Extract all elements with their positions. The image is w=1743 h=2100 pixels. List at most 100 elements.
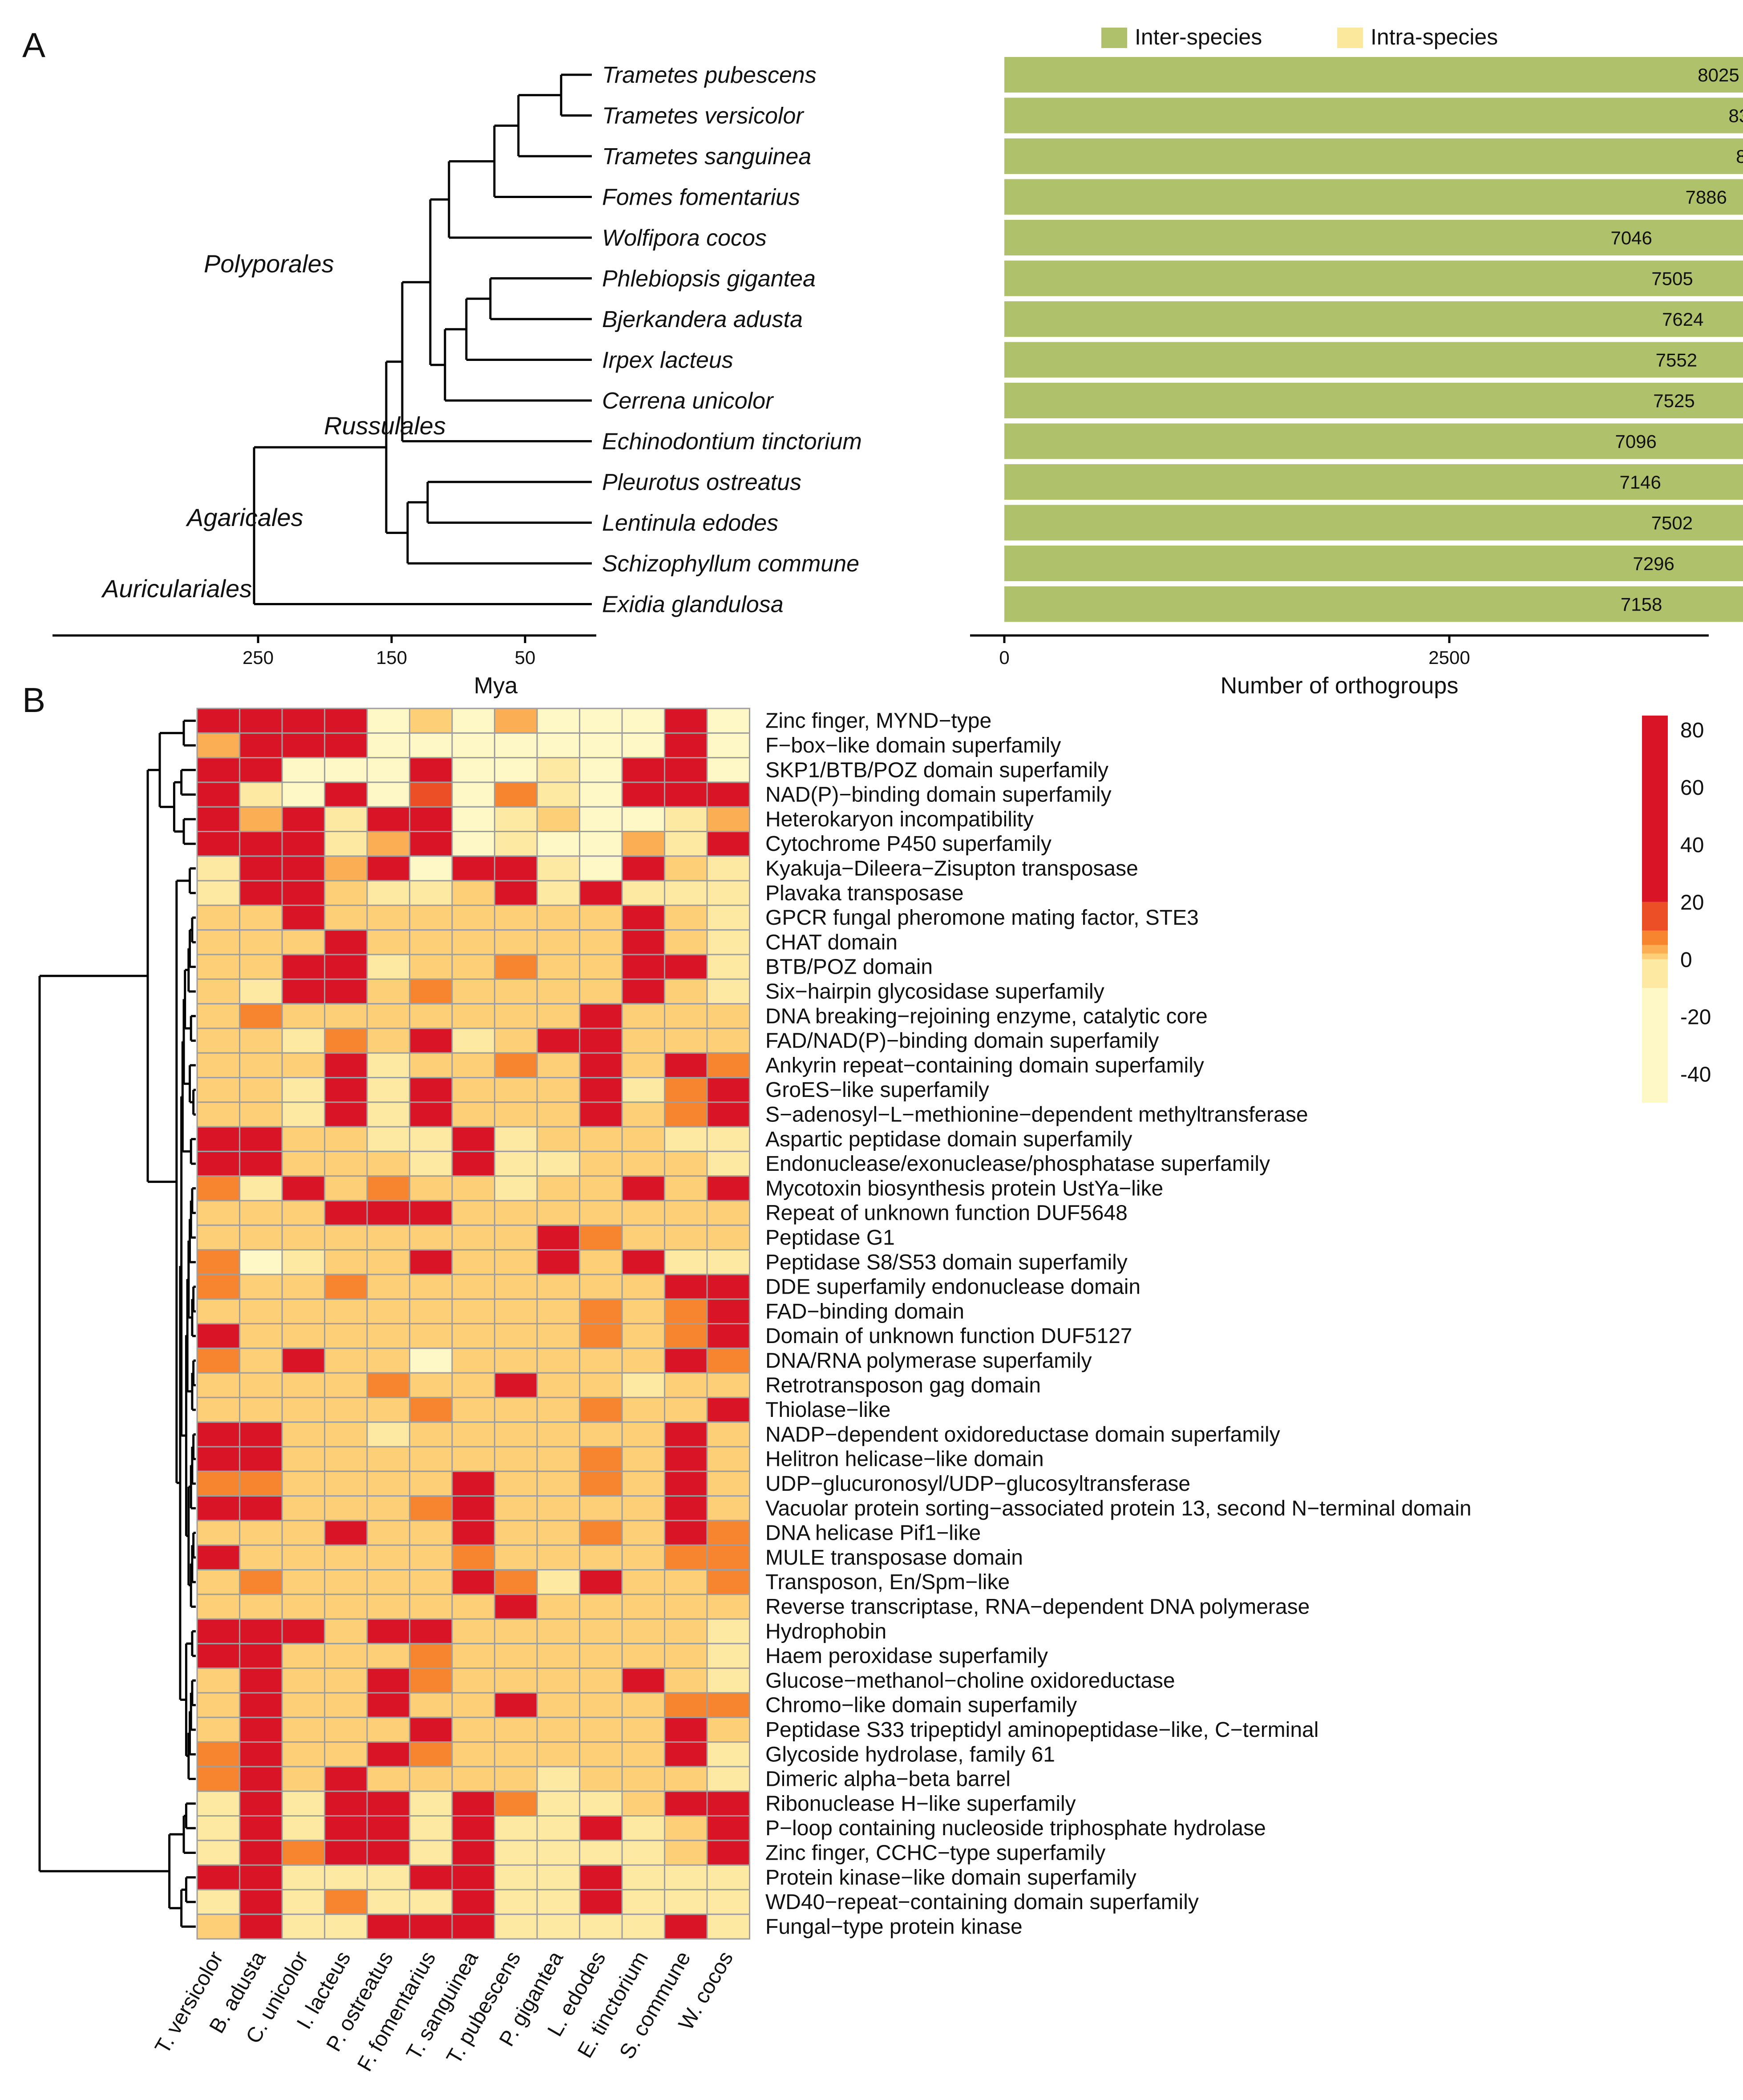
heatmap-cell [621,1692,665,1718]
heatmap-cell [621,1028,665,1054]
heatmap-cell [664,1347,708,1374]
heatmap-cell [706,904,750,931]
heatmap-cell [239,1840,283,1866]
heatmap-cell [536,1618,580,1644]
heatmap-cell [239,1667,283,1694]
heatmap-cell [451,1101,495,1128]
heatmap-cell [324,855,368,882]
heatmap-cell [239,1298,283,1324]
heatmap-cell [536,978,580,1005]
heatmap-cell [409,1396,453,1423]
heatmap-cell [621,1298,665,1324]
heatmap-cell [409,1372,453,1398]
heatmap-cell [706,831,750,857]
heatmap-cell [664,904,708,931]
heatmap-row-label: Endonuclease/exonuclease/phosphatase sup… [765,1152,1270,1176]
heatmap-row-label: Plavaka transposase [765,882,964,905]
heatmap-cell [664,1716,708,1743]
heatmap-cell [579,806,623,832]
heatmap-cell [239,1520,283,1546]
heatmap-cell [621,1914,665,1940]
heatmap-row-label: Glycoside hydrolase, family 61 [765,1743,1055,1766]
heatmap-row-label: Chromo−like domain superfamily [765,1694,1077,1717]
heatmap-cell [664,1520,708,1546]
heatmap-cell [451,1323,495,1349]
axis-tick-label: 2500 [1428,647,1470,668]
heatmap-cell [494,1249,538,1275]
heatmap-cell [281,1421,325,1448]
heatmap-row-label: WD40−repeat−containing domain superfamil… [765,1890,1199,1914]
heatmap-cell [196,1101,240,1128]
heatmap-cell [324,1716,368,1743]
heatmap-cell [664,1864,708,1890]
heatmap-cell [621,978,665,1005]
heatmap-cell [664,1815,708,1841]
heatmap-cell [494,1274,538,1300]
heatmap-cell [239,1175,283,1202]
heatmap-cell [706,1126,750,1152]
species-label: Phlebiopsis gigantea [602,266,816,292]
heatmap-cell [494,1889,538,1915]
heatmap-cell [536,1544,580,1570]
heatmap-cell [664,1052,708,1078]
heatmap-cell [579,1396,623,1423]
bar-value-label: 7502 [1651,513,1693,534]
heatmap-cell [409,929,453,955]
heatmap-cell [366,781,410,808]
heatmap-cell [281,1372,325,1398]
colorbar-tick-label: -40 [1680,1063,1711,1087]
heatmap-cell [239,757,283,783]
heatmap-cell [621,1150,665,1177]
heatmap-cell [366,1569,410,1595]
bar-value-label: 7525 [1653,390,1694,411]
heatmap-cell [451,929,495,955]
heatmap-cell [451,1249,495,1275]
heatmap-cell [324,1643,368,1669]
heatmap-cell [621,1618,665,1644]
heatmap-cell [196,1520,240,1546]
heatmap-cell [451,1840,495,1866]
heatmap-cell [324,1618,368,1644]
heatmap-cell [409,855,453,882]
heatmap-cell [409,1274,453,1300]
heatmap-cell [366,1323,410,1349]
heatmap-cell [579,708,623,734]
heatmap-cell [579,1003,623,1029]
heatmap-cell [494,757,538,783]
heatmap-cell [409,781,453,808]
heatmap-cell [536,1569,580,1595]
heatmap-cell [451,1914,495,1940]
heatmap-cell [366,806,410,832]
heatmap-cell [579,757,623,783]
heatmap-cell [366,1150,410,1177]
heatmap-cell [281,781,325,808]
bar-value-label: 7296 [1633,553,1674,574]
heatmap-cell [196,954,240,980]
heatmap-cell [196,1274,240,1300]
heatmap-cell [579,1052,623,1078]
bar-legend: Inter-species Intra-species [1101,24,1498,49]
heatmap-cell [579,1815,623,1841]
heatmap-row-label: Thiolase−like [765,1398,890,1422]
heatmap-cell [494,1298,538,1324]
heatmap-cell [281,1889,325,1915]
heatmap-cell [536,1741,580,1768]
heatmap-cell [366,1101,410,1128]
heatmap-cell [494,708,538,734]
heatmap-cell [706,880,750,906]
axis-tick-label: 250 [243,647,274,668]
heatmap-cell [579,1544,623,1570]
heatmap-cell [664,1003,708,1029]
heatmap-row-label: Kyakuja−Dileera−Zisupton transposase [765,857,1138,880]
heatmap-cell [664,1766,708,1792]
heatmap-cell [196,1126,240,1152]
heatmap-cell [451,1594,495,1620]
heatmap-cell [239,1741,283,1768]
heatmap-cell [536,1003,580,1029]
heatmap-cell [664,1372,708,1398]
heatmap-cell [706,1864,750,1890]
heatmap-cell [409,1643,453,1669]
heatmap-cell [324,1864,368,1890]
heatmap-cell [451,831,495,857]
